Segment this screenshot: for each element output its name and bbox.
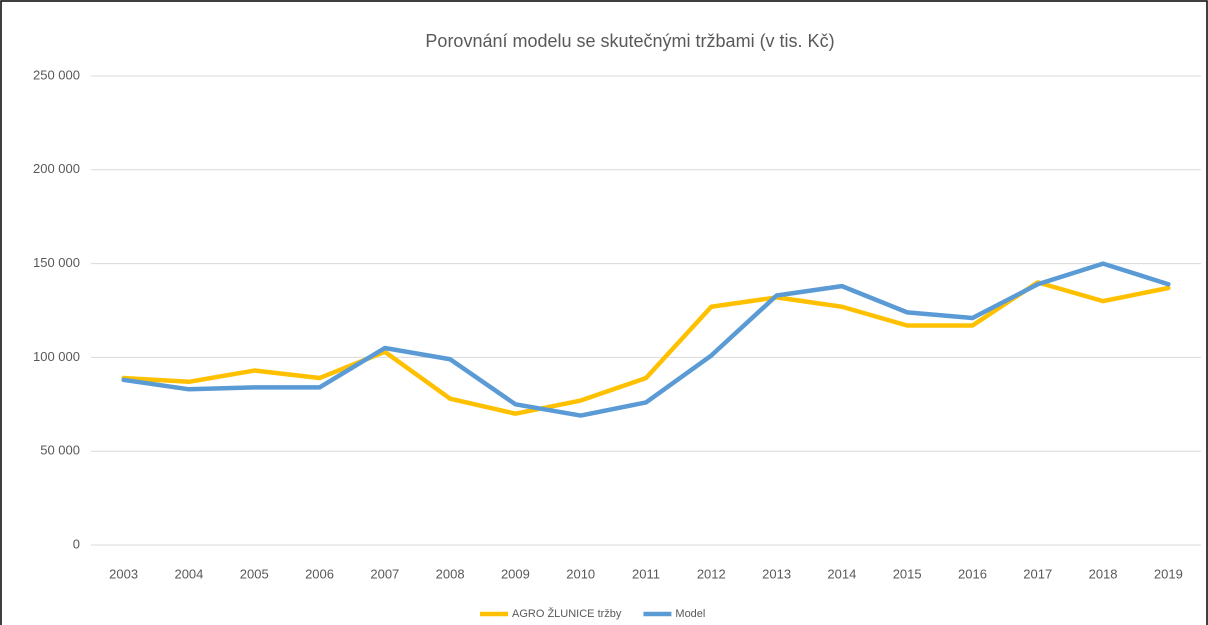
y-tick-label: 150 000: [33, 255, 80, 270]
y-tick-label: 50 000: [40, 443, 80, 458]
x-tick-label: 2007: [370, 566, 399, 581]
x-tick-label: 2003: [109, 566, 138, 581]
y-tick-label: 0: [73, 536, 80, 551]
chart-title: Porovnání modelu se skutečnými tržbami (…: [425, 31, 834, 51]
legend-label: Model: [675, 608, 705, 620]
x-tick-label: 2006: [305, 566, 334, 581]
x-tick-label: 2011: [632, 566, 660, 581]
x-tick-label: 2018: [1089, 566, 1118, 581]
y-tick-label: 200 000: [33, 161, 80, 176]
x-tick-label: 2017: [1023, 566, 1052, 581]
legend-label: AGRO ŽLUNICE tržby: [512, 607, 622, 620]
x-tick-label: 2009: [501, 566, 530, 581]
x-tick-label: 2008: [436, 566, 465, 581]
x-tick-label: 2012: [697, 566, 726, 581]
x-tick-label: 2015: [893, 566, 922, 581]
x-tick-label: 2016: [958, 566, 987, 581]
x-tick-label: 2010: [566, 566, 595, 581]
series-line: [121, 261, 1171, 418]
x-tick-label: 2019: [1154, 566, 1183, 581]
x-tick-label: 2005: [240, 566, 269, 581]
series-line: [121, 280, 1171, 416]
x-tick-label: 2004: [174, 566, 203, 581]
x-tick-label: 2013: [762, 566, 791, 581]
y-tick-label: 100 000: [33, 349, 80, 364]
y-tick-label: 250 000: [33, 67, 80, 82]
x-tick-label: 2014: [827, 566, 856, 581]
